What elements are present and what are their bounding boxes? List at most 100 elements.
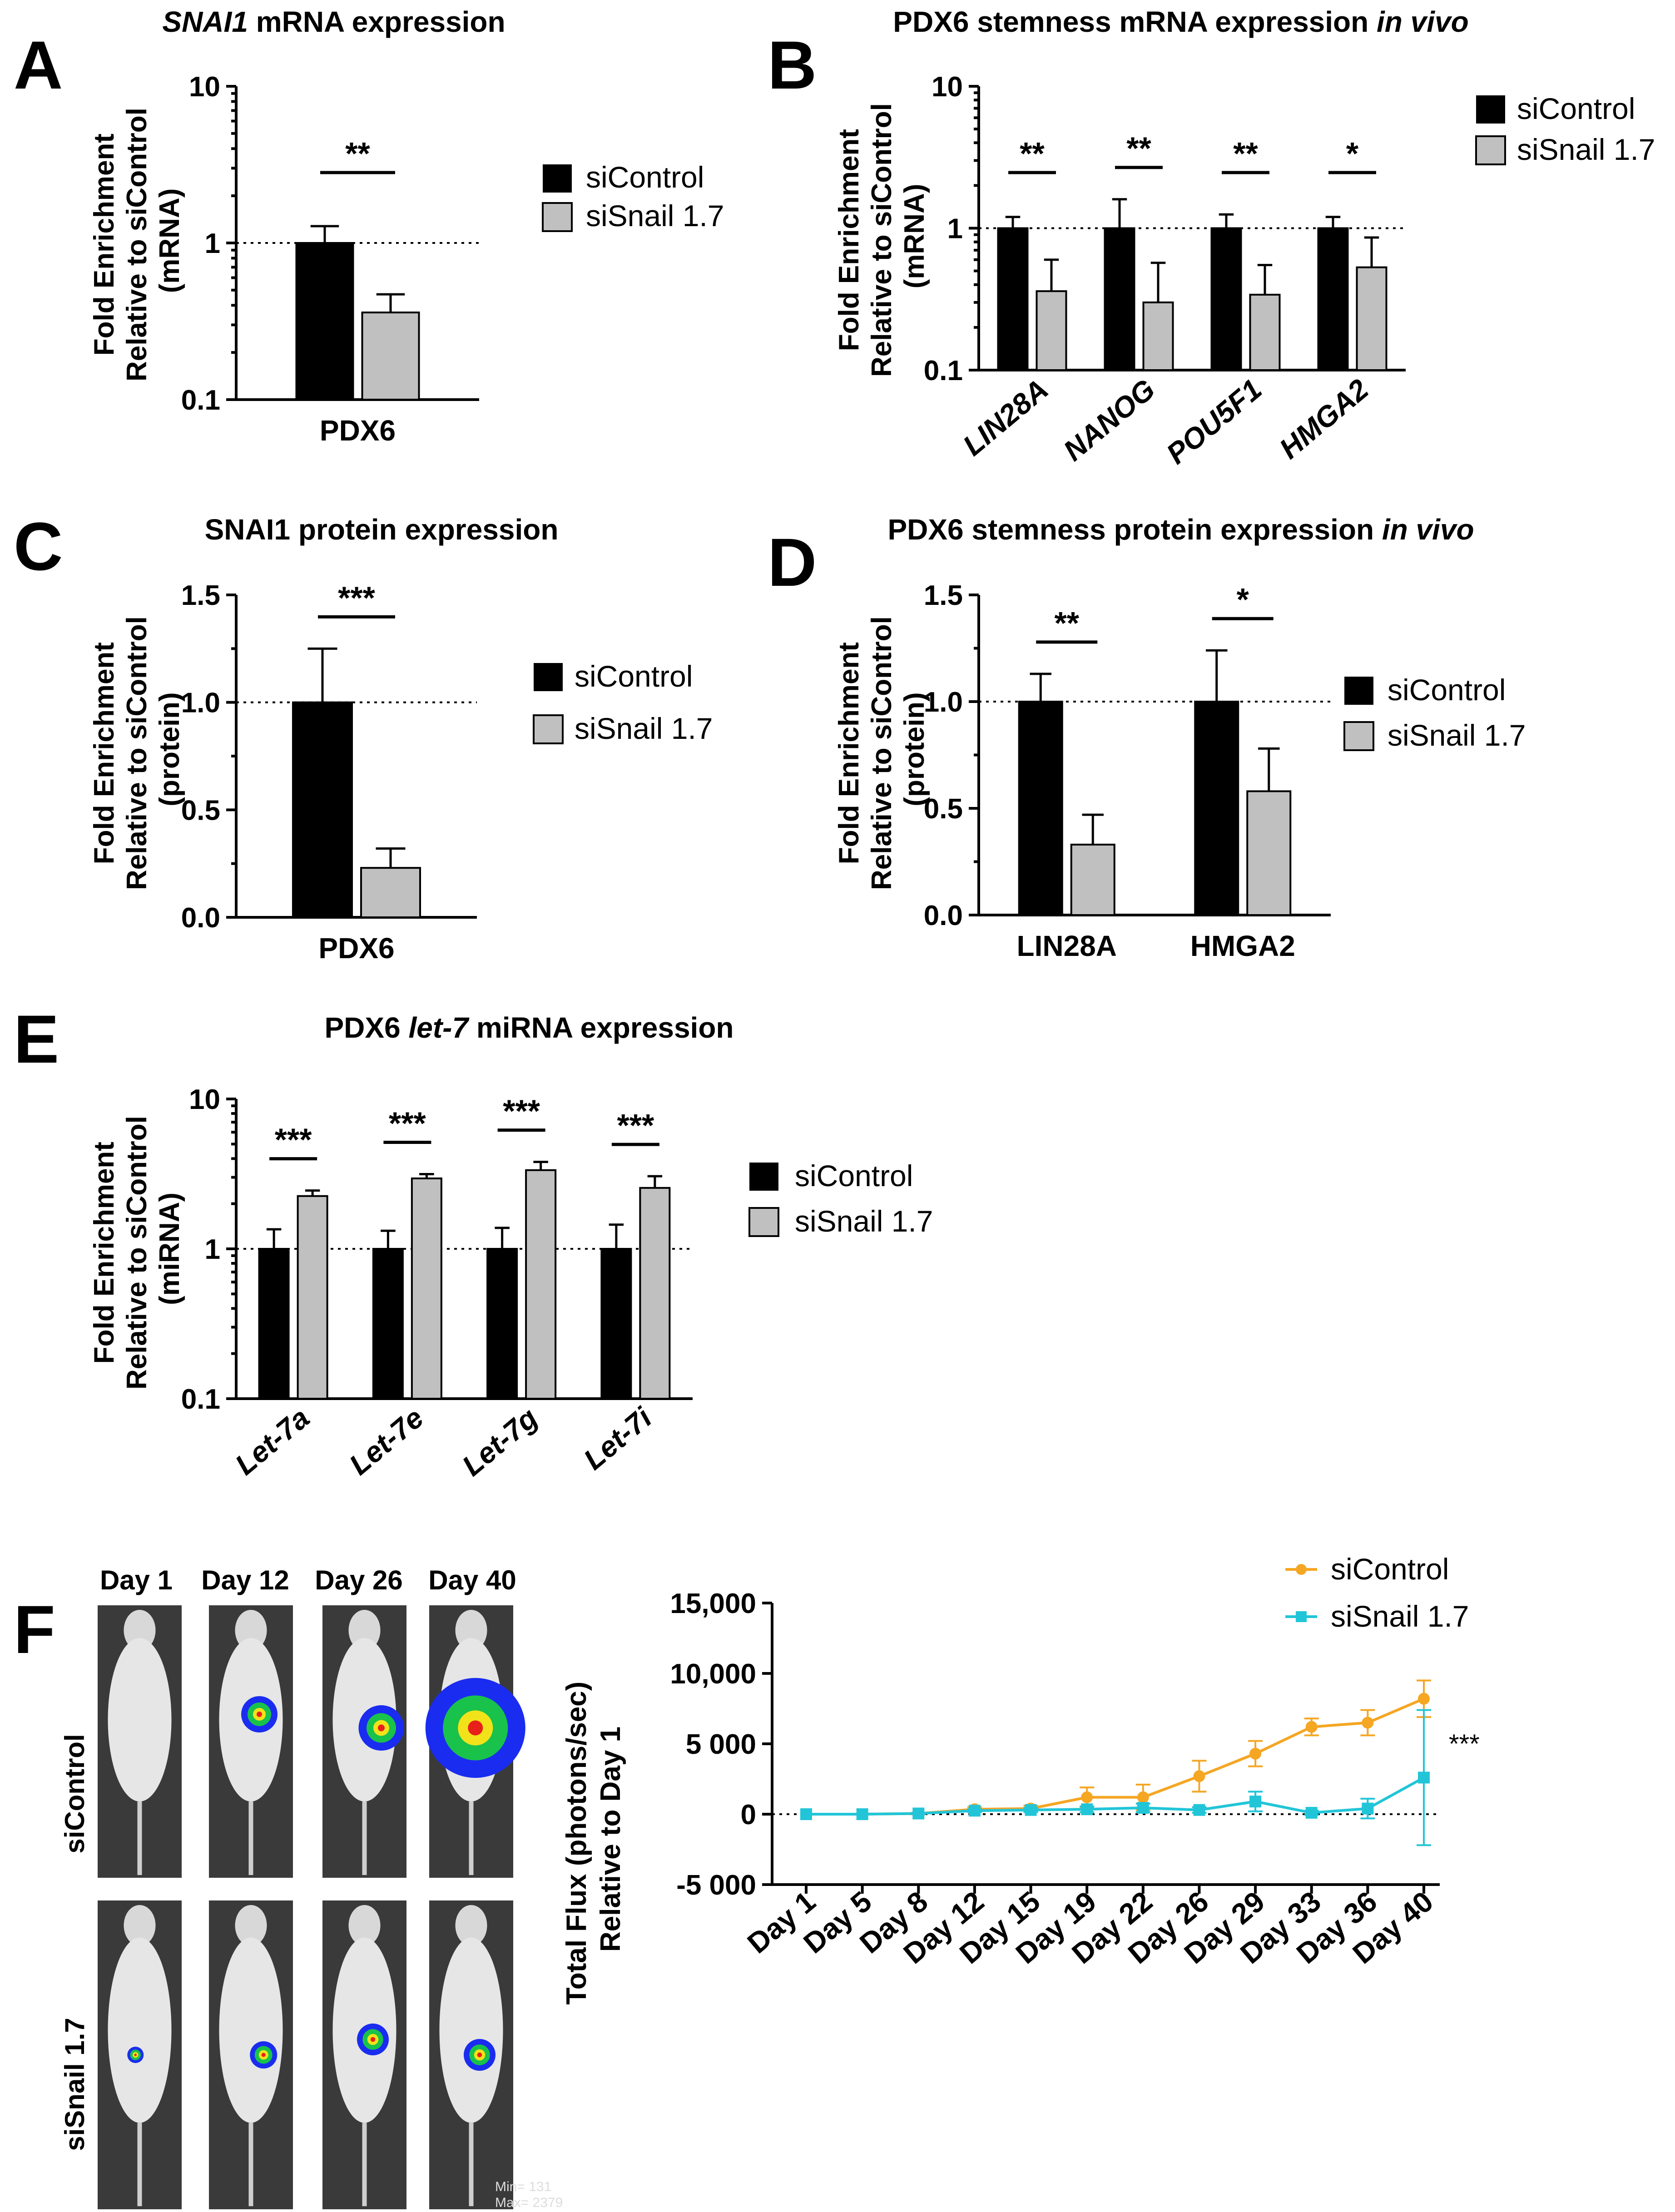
mouse-head <box>124 1610 156 1651</box>
bar-sisnail-let-7g <box>525 1169 557 1400</box>
bar-sicontrol-let-7g <box>486 1248 518 1400</box>
mouse-head <box>124 1905 156 1946</box>
significance-stars: *** <box>275 1122 312 1158</box>
category-label: Let-7e <box>343 1401 430 1481</box>
panel-d: D PDX6 stemness protein expression in vi… <box>768 513 1526 962</box>
mouse-tail <box>469 1801 474 1875</box>
point-sisnail <box>1305 1806 1318 1819</box>
panel-c-title: SNAI1 protein expression <box>205 513 559 546</box>
category-label: Let-7i <box>577 1401 658 1476</box>
y-tick-label: 0.1 <box>181 385 220 416</box>
bioluminescence-core <box>257 1712 262 1717</box>
mouse-body <box>439 1937 503 2123</box>
panel-d-title: PDX6 stemness protein expression in vivo <box>887 513 1474 546</box>
bar-sicontrol-let-7i <box>600 1248 632 1400</box>
y-tick-label: 15,000 <box>670 1588 756 1619</box>
category-label: NANOG <box>1057 373 1161 467</box>
bioluminescence-core <box>134 2054 137 2056</box>
significance-stars: *** <box>617 1108 654 1143</box>
bar-sicontrol-lin28a <box>997 227 1029 371</box>
panel-f-ylabel-line2: Relative to Day 1 <box>595 1727 626 1952</box>
panel-e-title-italic: let-7 <box>408 1011 470 1044</box>
category-label: HMGA2 <box>1273 373 1374 465</box>
day-header-40: Day 40 <box>428 1565 516 1595</box>
mouse-tail <box>248 2123 253 2207</box>
image-scale-min: Min= 131 <box>495 2179 551 2194</box>
legend-b-control-swatch <box>1476 95 1505 124</box>
panel-e: E PDX6 let-7 miRNA expression Fold Enric… <box>14 1001 933 1482</box>
legend-b-snail-label: siSnail 1.7 <box>1517 133 1655 166</box>
point-sicontrol <box>1137 1791 1149 1803</box>
image-scale-max: Max= 2379 <box>495 2195 563 2210</box>
panel-b-title: PDX6 stemness mRNA expression in vivo <box>893 5 1468 38</box>
bar-sisnail-hmga2 <box>1356 266 1388 371</box>
point-sisnail <box>1249 1796 1262 1808</box>
chart-d: 0.0 0.5 1.0 1.5 ** LIN28A * HMGA2 <box>924 580 1331 962</box>
y-tick-label: 0.0 <box>181 902 220 934</box>
point-sicontrol <box>1193 1770 1205 1782</box>
legend-c-snail-swatch <box>533 714 564 744</box>
y-tick-label: 10 <box>932 71 963 103</box>
chart-b: 0.1 1 10 ** LIN28A ** NANOG ** POU5F1 * HMGA2 <box>924 71 1406 470</box>
significance-stars: ** <box>1055 605 1080 641</box>
bioluminescence-core <box>477 2052 482 2058</box>
legend-a-control-swatch <box>543 164 572 193</box>
panel-a-ylabel-line2: Relative to siControl <box>121 108 153 381</box>
y-tick-label: 0.5 <box>924 793 963 825</box>
point-sisnail <box>912 1807 925 1820</box>
category-label: PDX6 <box>320 414 396 447</box>
mouse-tail <box>248 1801 253 1875</box>
y-tick-label: 0.1 <box>924 355 963 386</box>
bar-sisnail-nanog <box>1142 301 1174 371</box>
mouse-head <box>455 1610 487 1651</box>
bar-sisnail-lin28a <box>1070 843 1115 916</box>
bar-sicontrol-let-7e <box>372 1248 404 1400</box>
legend-e-snail-label: siSnail 1.7 <box>795 1204 933 1238</box>
mouse-tail <box>137 1801 142 1875</box>
bar-sisnail-pou5f1 <box>1249 293 1281 371</box>
panel-a: A SNAI1 mRNA expression Fold Enrichment … <box>14 5 724 447</box>
category-label: Let-7a <box>229 1401 316 1481</box>
panel-letter-c: C <box>14 508 63 584</box>
panel-e-ylabel-line1: Fold Enrichment <box>89 1142 120 1364</box>
series-line-sisnail <box>806 1776 1425 1816</box>
mouse-head <box>348 1905 381 1946</box>
panel-d-title-italic: in vivo <box>1382 513 1474 546</box>
point-sisnail <box>1362 1802 1374 1815</box>
y-tick-label: 1 <box>947 213 963 245</box>
bar-sicontrol-let-7a <box>258 1248 290 1400</box>
legend-b-control-label: siControl <box>1517 92 1635 125</box>
legend-f-control-label: siControl <box>1331 1552 1449 1586</box>
legend-a: siControl siSnail 1.7 <box>542 160 724 233</box>
category-label: Let-7g <box>456 1401 544 1483</box>
legend-d-control-label: siControl <box>1388 673 1506 707</box>
mouse-head <box>455 1905 487 1946</box>
panel-e-ylabel: Fold Enrichment Relative to siControl (m… <box>89 1108 185 1390</box>
category-label: LIN28A <box>956 373 1054 462</box>
panel-b-ylabel-line2: Relative to siControl <box>866 103 897 377</box>
bar-sisnail-pdx6 <box>361 312 420 401</box>
y-tick-label: 1.5 <box>924 580 963 611</box>
panel-letter-b: B <box>768 27 817 103</box>
y-tick-label: 1.0 <box>181 688 220 719</box>
significance-stars: *** <box>503 1094 540 1129</box>
panel-a-title: SNAI1 mRNA expression <box>162 5 505 38</box>
legend-d-control-swatch <box>1344 677 1373 705</box>
panel-b-ylabel: Fold Enrichment Relative to siControl (m… <box>833 95 930 377</box>
mouse-head <box>348 1610 381 1651</box>
category-label: PDX6 <box>318 932 394 965</box>
category-label: POU5F1 <box>1160 373 1268 470</box>
bar-sisnail-pdx6 <box>360 867 421 918</box>
y-tick-label: 10 <box>189 71 220 103</box>
panel-e-title-rest2: miRNA expression <box>468 1011 733 1044</box>
panel-a-title-gene: SNAI1 <box>162 5 248 38</box>
panel-f-ylabel: Total Flux (photons/sec) Relative to Day… <box>561 1673 626 2004</box>
point-sisnail <box>968 1805 981 1817</box>
significance-stars: ** <box>1126 131 1151 166</box>
panel-c-ylabel-line2: Relative to siControl <box>121 616 153 890</box>
legend-e: siControl siSnail 1.7 <box>748 1159 933 1238</box>
panel-a-title-rest: mRNA expression <box>248 5 505 38</box>
legend-d-snail-swatch <box>1343 721 1374 751</box>
